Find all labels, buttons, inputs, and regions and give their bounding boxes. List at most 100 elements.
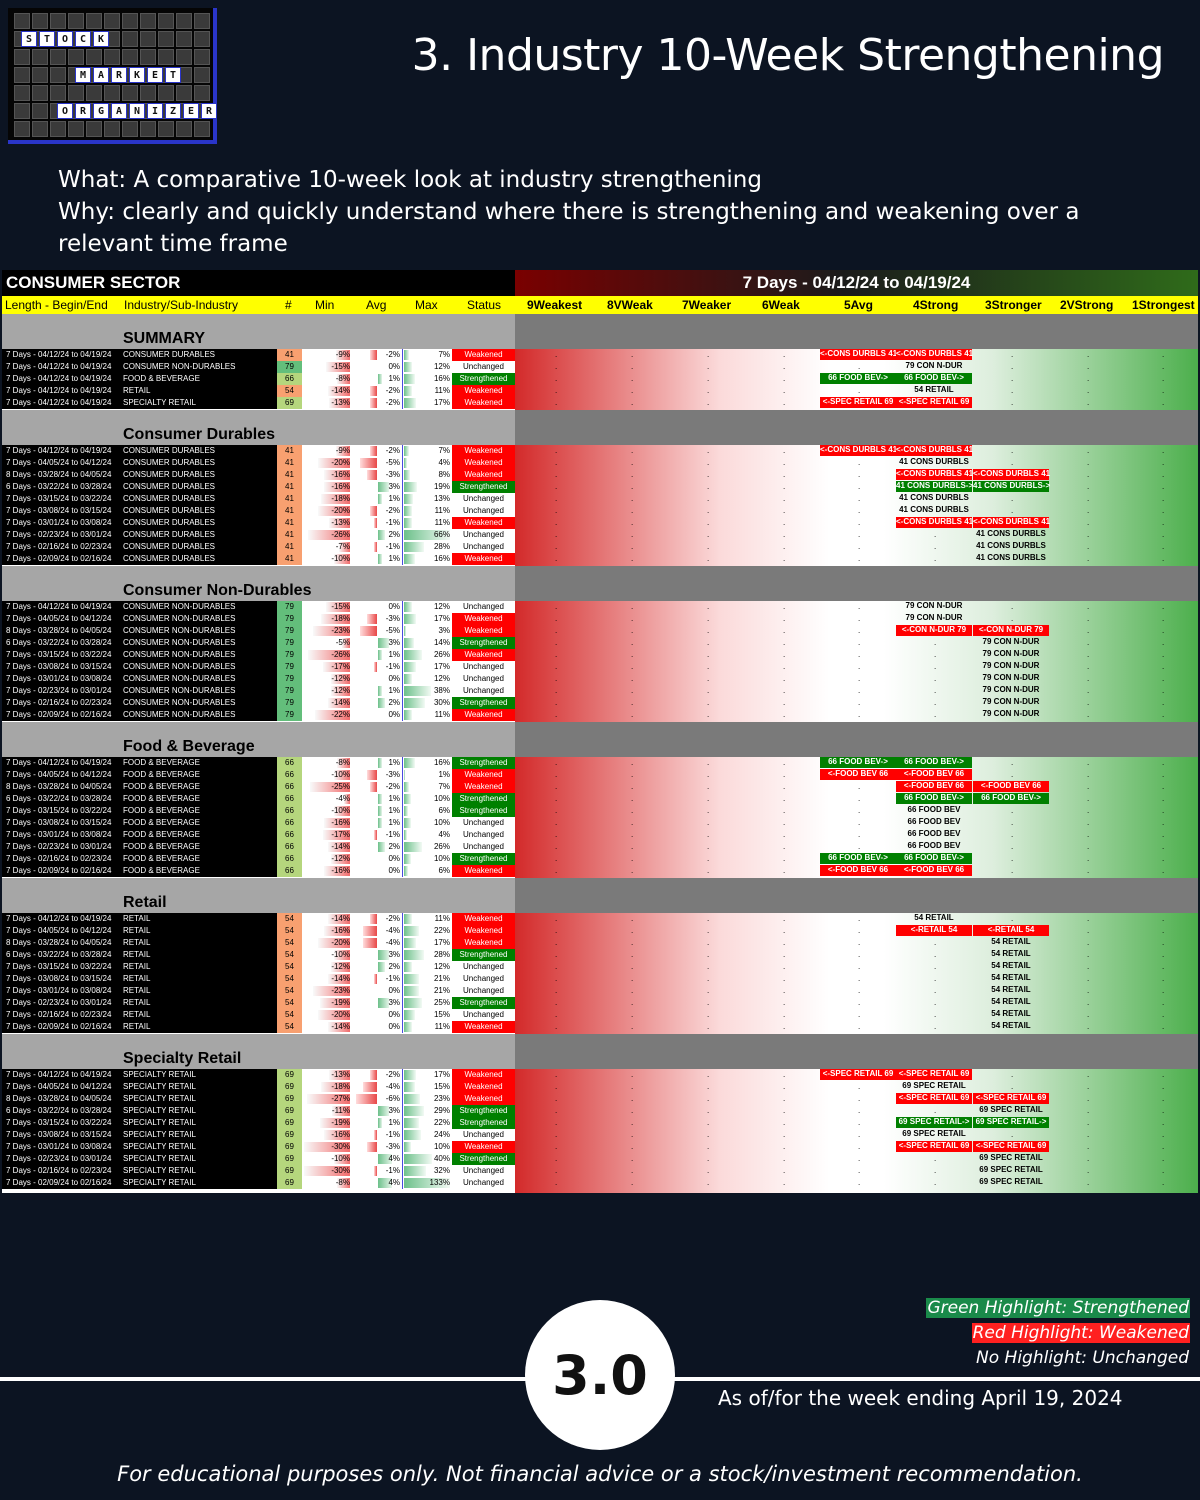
dot-marker: . <box>631 938 634 947</box>
dot-marker: . <box>783 458 786 467</box>
col-header-8vweak: 8VWeak <box>607 298 653 312</box>
logo-grid-cell <box>158 31 174 47</box>
logo-grid-cell <box>50 49 66 65</box>
strength-marker: 79 CON N-DUR <box>982 673 1040 682</box>
row-min-bar <box>310 782 350 792</box>
dot-marker: . <box>1162 458 1165 467</box>
table-row: 6 Days - 03/22/24 to 03/28/24 CONSUMER NO… <box>2 637 1198 649</box>
row-min-value: -13% <box>331 1070 350 1079</box>
row-status: Weakened <box>452 913 515 925</box>
row-count: 69 <box>277 1177 302 1189</box>
dot-marker: . <box>934 674 937 683</box>
dot-marker: . <box>555 482 558 491</box>
dot-marker: . <box>1162 698 1165 707</box>
dot-marker: . <box>1162 650 1165 659</box>
dot-marker: . <box>783 926 786 935</box>
row-avg: 0% <box>352 601 402 613</box>
logo-grid-cell <box>122 31 138 47</box>
dot-marker: . <box>1087 926 1090 935</box>
row-min-bar <box>327 914 350 924</box>
row-count: 41 <box>277 445 302 457</box>
dot-marker: . <box>707 1010 710 1019</box>
row-max-bar <box>404 638 414 648</box>
row-max-value: 3% <box>438 626 450 635</box>
row-max-bar <box>404 926 420 936</box>
row-length: 7 Days - 04/05/24 to 04/12/24 <box>6 770 112 779</box>
logo-grid-cell <box>86 121 102 137</box>
row-avg-value: 2% <box>388 530 400 539</box>
row-avg-value: 3% <box>388 950 400 959</box>
row-avg-value: -3% <box>385 470 400 479</box>
logo-grid-cell <box>176 13 192 29</box>
row-min: -16% <box>302 1129 352 1141</box>
strength-marker: 79 CON N-DUR <box>982 685 1040 694</box>
row-count: 41 <box>277 529 302 541</box>
row-avg-bar <box>378 1154 392 1164</box>
row-status: Weakened <box>452 397 515 409</box>
legend-red: Red Highlight: Weakened <box>971 1323 1190 1343</box>
row-length: 7 Days - 04/12/24 to 04/19/24 <box>6 362 112 371</box>
row-length: 6 Days - 03/22/24 to 03/28/24 <box>6 794 112 803</box>
row-max-bar <box>404 362 413 372</box>
dot-marker: . <box>631 1130 634 1139</box>
row-max-value: 11% <box>434 1022 450 1031</box>
row-max: 22% <box>402 925 452 937</box>
dot-marker: . <box>707 614 710 623</box>
row-min: -18% <box>302 1081 352 1093</box>
row-avg: -3% <box>352 469 402 481</box>
dot-marker: . <box>1087 998 1090 1007</box>
row-count: 54 <box>277 985 302 997</box>
row-max: 12% <box>402 361 452 373</box>
row-label: 6 Days - 03/22/24 to 03/28/24 CONSUMER DU… <box>2 481 277 493</box>
row-max-bar <box>404 974 419 984</box>
strength-marker: <-CONS DURBLS 41 <box>896 517 974 528</box>
row-max-value: 12% <box>433 962 450 971</box>
row-min: -16% <box>302 925 352 937</box>
table-row: 7 Days - 03/08/24 to 03/15/24 FOOD & BEVE… <box>2 817 1198 829</box>
row-min-value: -18% <box>331 614 350 623</box>
dot-marker: . <box>631 1154 634 1163</box>
logo-letter: R <box>75 103 91 119</box>
row-label: 6 Days - 03/22/24 to 03/28/24 SPECIALTY R… <box>2 1105 277 1117</box>
logo-grid-cell <box>14 121 30 137</box>
dot-marker: . <box>1087 770 1090 779</box>
row-max-value: 17% <box>433 1070 450 1079</box>
dot-marker: . <box>631 710 634 719</box>
dot-marker: . <box>1162 1118 1165 1127</box>
row-max: 11% <box>402 385 452 397</box>
row-max: 21% <box>402 973 452 985</box>
dot-marker: . <box>858 842 861 851</box>
row-count: 79 <box>277 649 302 661</box>
dot-marker: . <box>1011 374 1014 383</box>
row-label: 7 Days - 04/12/24 to 04/19/24 CONSUMER NO… <box>2 601 277 613</box>
row-avg-value: 0% <box>388 866 400 875</box>
row-min-value: -14% <box>331 914 350 923</box>
row-min-value: -7% <box>335 542 350 551</box>
col-header-2vstrong: 2VStrong <box>1060 298 1114 312</box>
dot-marker: . <box>707 698 710 707</box>
logo-grid-cell <box>176 85 192 101</box>
section-header: Consumer Non-Durables <box>2 566 1198 601</box>
dot-marker: . <box>858 674 861 683</box>
dot-marker: . <box>934 710 937 719</box>
logo-grid-cell <box>68 121 84 137</box>
row-status: Unchanged <box>452 529 515 541</box>
dot-marker: . <box>1162 914 1165 923</box>
row-avg-value: -5% <box>385 626 400 635</box>
dot-marker: . <box>555 842 558 851</box>
dot-marker: . <box>1162 854 1165 863</box>
row-count: 54 <box>277 913 302 925</box>
dot-marker: . <box>555 998 558 1007</box>
row-max-bar <box>404 494 414 504</box>
dot-marker: . <box>1162 614 1165 623</box>
row-avg-value: 1% <box>388 794 400 803</box>
row-status: Weakened <box>452 865 515 877</box>
row-min: -10% <box>302 949 352 961</box>
row-max-value: 30% <box>433 698 450 707</box>
row-industry: CONSUMER DURABLES <box>123 530 216 539</box>
dot-marker: . <box>934 686 937 695</box>
dot-marker: . <box>783 998 786 1007</box>
row-length: 8 Days - 03/28/24 to 04/05/24 <box>6 470 112 479</box>
dot-marker: . <box>1087 818 1090 827</box>
row-min-value: -8% <box>335 374 350 383</box>
